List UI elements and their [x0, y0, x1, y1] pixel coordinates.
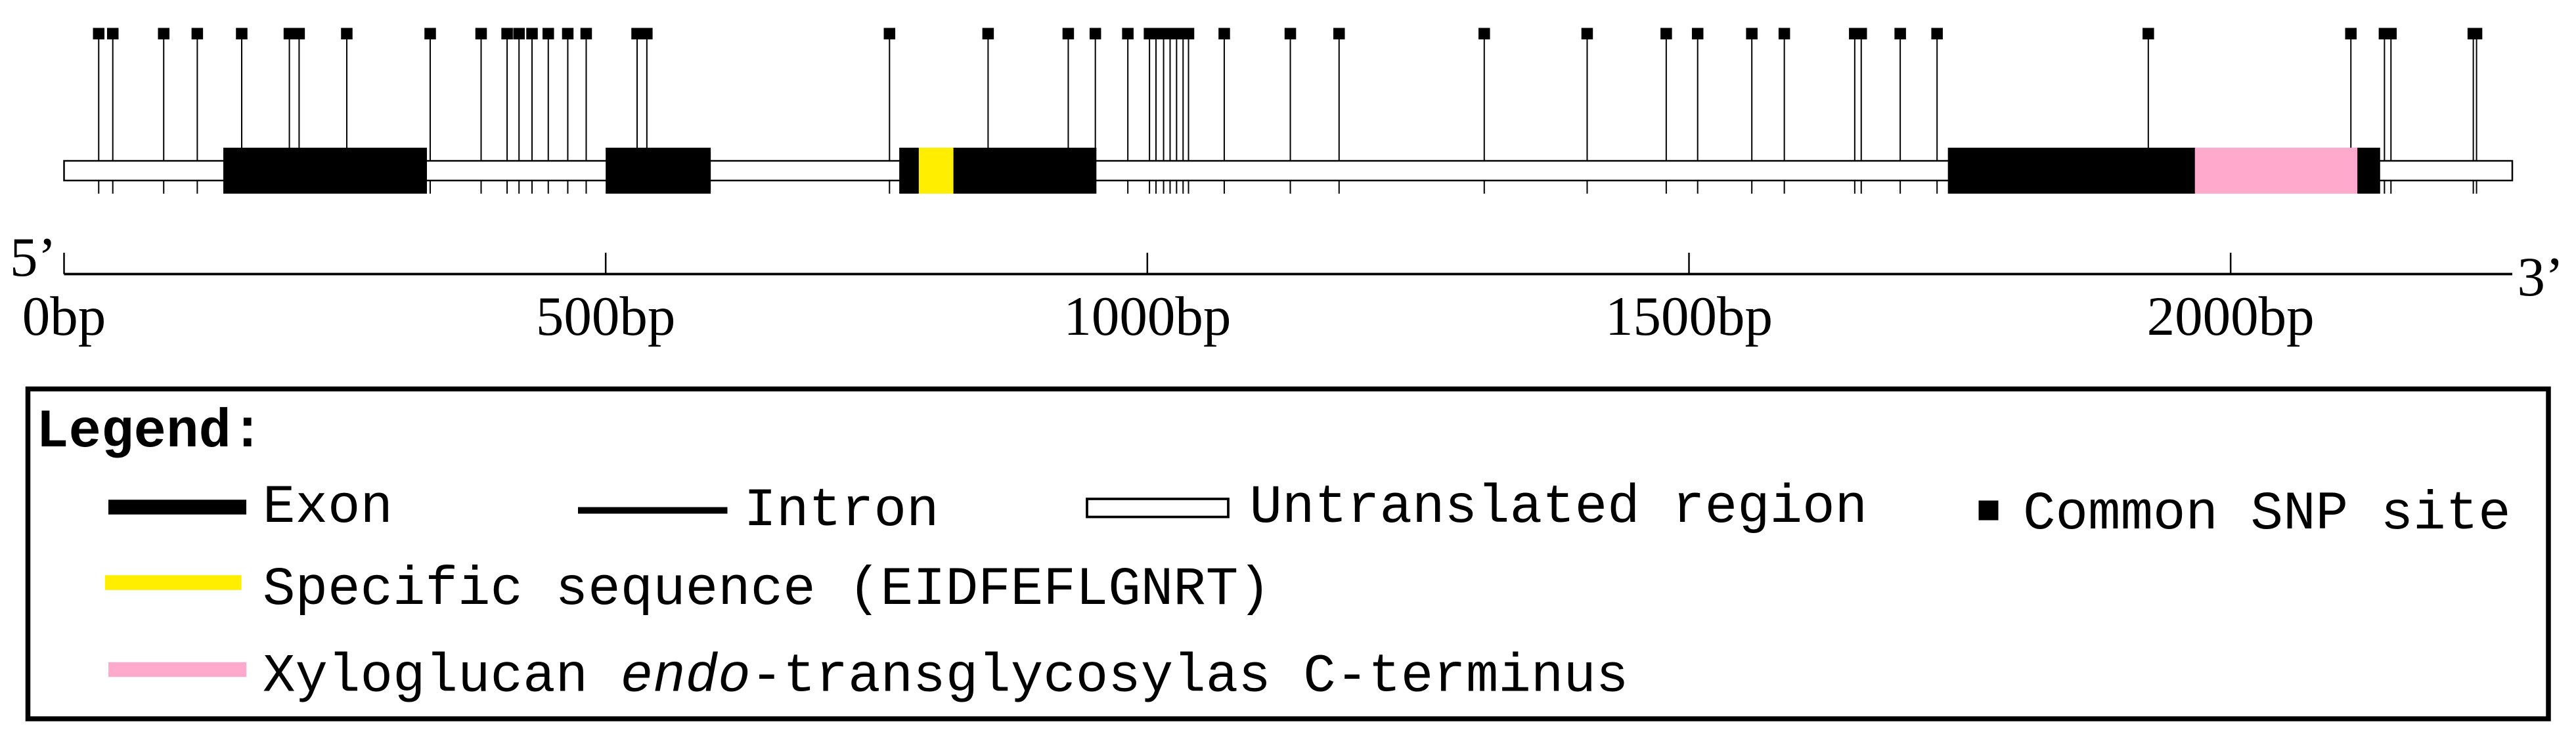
- snp-site: [1284, 28, 1297, 40]
- snp-site: [1182, 28, 1195, 40]
- snp-swatch: [1978, 500, 1999, 521]
- specific-sequence: [918, 148, 954, 194]
- legend-title: Legend:: [36, 401, 264, 463]
- snp-site: [1062, 28, 1075, 40]
- tick-label: 1500bp: [1605, 286, 1773, 347]
- five-prime-label: 5’: [10, 226, 56, 288]
- label-part: endo: [621, 646, 751, 708]
- tick-label: 1000bp: [1063, 286, 1231, 347]
- legend-label: Untranslated region: [1250, 477, 1868, 538]
- snp-site: [1333, 28, 1345, 40]
- snp-site: [293, 28, 305, 40]
- tick-label: 0bp: [22, 286, 106, 347]
- snp-site: [501, 28, 513, 40]
- legend-label: Specific sequence (EIDFEFLGNRT): [263, 559, 1271, 620]
- utr-swatch: [1086, 498, 1230, 519]
- snp-site: [2143, 28, 2154, 40]
- snp-site: [424, 28, 436, 40]
- snp-site: [1478, 28, 1490, 40]
- snp-site: [1218, 28, 1230, 40]
- snp-site: [1089, 28, 1101, 40]
- snp-site: [883, 28, 896, 40]
- snp-site: [2345, 28, 2357, 40]
- snp-site: [93, 28, 105, 40]
- label-part: Xyloglucan: [263, 646, 621, 708]
- label-part: -transglycosylas C-terminus: [751, 646, 1629, 708]
- snp-site: [158, 28, 169, 40]
- xet-domain: [2194, 148, 2358, 194]
- snp-site: [191, 28, 204, 40]
- exon: [606, 148, 711, 194]
- tick-label: 500bp: [536, 286, 676, 347]
- snp-site: [1691, 28, 1704, 40]
- snp-site: [1581, 28, 1593, 40]
- legend-label: Exon: [263, 477, 393, 538]
- snp-site: [641, 28, 653, 40]
- snp-site: [543, 28, 554, 40]
- snp-site: [1660, 28, 1672, 40]
- legend-label: Intron: [744, 480, 939, 542]
- snp-site: [283, 28, 296, 40]
- snp-site: [631, 28, 643, 40]
- legend-label: Xyloglucan endo-transglycosylas C-termin…: [263, 646, 1628, 708]
- snp-site: [236, 28, 248, 40]
- snp-site: [513, 28, 525, 40]
- snp-site: [580, 28, 592, 40]
- snp-site: [1778, 28, 1790, 40]
- legend-box: [25, 386, 2551, 721]
- snp-site: [1746, 28, 1758, 40]
- snp-site: [2385, 28, 2397, 40]
- exon: [223, 148, 428, 194]
- snp-site: [1122, 28, 1134, 40]
- snp-site: [562, 28, 574, 40]
- snp-site: [475, 28, 487, 40]
- three-prime-label: 3’: [2518, 246, 2564, 308]
- tick-label: 2000bp: [2147, 286, 2315, 347]
- snp-site: [526, 28, 538, 40]
- snp-site: [341, 28, 353, 40]
- snp-site: [2470, 28, 2483, 40]
- snp-site: [1931, 28, 1943, 40]
- snp-site: [106, 28, 119, 40]
- snp-site: [1855, 28, 1867, 40]
- legend-label: Common SNP site: [2023, 483, 2511, 545]
- snp-site: [1894, 28, 1906, 40]
- snp-site: [982, 28, 994, 40]
